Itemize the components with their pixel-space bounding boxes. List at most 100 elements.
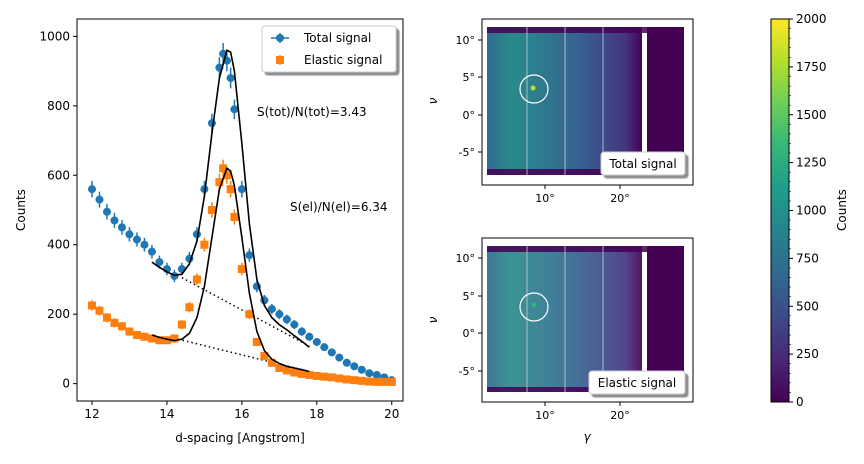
main-xtick-label: 16 — [234, 407, 249, 421]
heatmap-elastic-top-edge — [487, 246, 684, 252]
main-xtick-label: 14 — [159, 407, 174, 421]
elastic-point — [365, 377, 374, 386]
elastic-snr-annotation: S(el)/N(el)=6.34 — [290, 200, 388, 214]
main-plot-data — [87, 43, 396, 386]
heatmap-total-bottom-edge — [487, 169, 684, 175]
legend-entry-total: Total signal — [271, 31, 371, 45]
total-point — [132, 232, 141, 247]
heatmap-total-top-edge — [487, 27, 684, 33]
elastic-point — [125, 327, 134, 336]
heatmap-elastic-ticks — [478, 257, 621, 406]
main-ytick-label: 400 — [47, 238, 70, 252]
elastic-point — [372, 377, 381, 386]
colorbar-tick-label: 1750 — [796, 60, 827, 74]
heatmap-total-image-right — [647, 27, 684, 175]
elastic-point — [226, 180, 235, 198]
elastic-point — [87, 300, 96, 311]
colorbar-ticks: 2000 1750 1500 1250 1000 750 500 250 0 — [789, 12, 827, 409]
total-point — [140, 237, 149, 252]
elastic-point — [342, 375, 351, 384]
colorbar-tick-label: 500 — [796, 299, 819, 313]
heatmap-total-label-box — [600, 151, 686, 176]
elastic-point — [380, 377, 389, 386]
heatmap-elastic-bottom-edge — [487, 387, 684, 392]
colorbar-label: Counts — [835, 189, 849, 231]
heatmap-total-hotspot — [530, 85, 536, 91]
legend-total-marker — [276, 34, 284, 42]
main-ytick-label: 200 — [47, 307, 70, 321]
elastic-point — [207, 202, 216, 218]
heatmap-total-label: Total signal — [608, 157, 676, 171]
elastic-point — [132, 330, 141, 340]
main-xtick-label: 12 — [84, 407, 99, 421]
total-point — [267, 303, 276, 315]
legend-total-label: Total signal — [303, 31, 371, 45]
total-point — [357, 365, 366, 374]
total-point — [297, 327, 306, 336]
elastic-point — [327, 373, 336, 382]
colorbar-tick-label: 1000 — [796, 204, 827, 218]
heatmap-total-image — [487, 27, 642, 175]
colorbar-gradient — [770, 18, 790, 403]
total-point — [117, 219, 126, 235]
main-legend — [261, 25, 397, 73]
total-point — [110, 212, 119, 228]
heatmap-total-ytick-0: 10° — [456, 34, 476, 47]
heatmap-total-ticks — [478, 39, 621, 189]
total-point — [312, 337, 321, 346]
colorbar-tick-label: 0 — [796, 395, 804, 409]
heatmap-elastic-ytick-0: 10° — [456, 252, 476, 265]
heatmap-total-ytick-2: 0° — [463, 109, 476, 122]
main-xtick-label: 20 — [384, 407, 399, 421]
total-point — [147, 244, 156, 259]
total-point — [87, 180, 96, 198]
total-snr-annotation: S(tot)/N(tot)=3.43 — [257, 105, 367, 119]
legend-entry-elastic: Elastic signal — [276, 53, 382, 67]
elastic-point — [350, 376, 359, 385]
elastic-point — [245, 309, 254, 320]
heatmap-total-ytick-3: -5° — [459, 146, 475, 159]
main-ytick-label: 800 — [47, 99, 70, 113]
total-point — [335, 353, 344, 362]
heatmap-total-ytick-1: 5° — [463, 71, 476, 84]
heatmap-elastic-ytick-1: 5° — [463, 290, 476, 303]
total-point — [350, 362, 359, 371]
elastic-point — [102, 312, 111, 323]
elastic-point — [230, 209, 239, 225]
total-point — [320, 343, 329, 352]
heatmap-elastic-image — [487, 246, 642, 392]
heatmap-elastic-ytick-3: -5° — [459, 365, 475, 378]
elastic-point — [200, 237, 209, 252]
colorbar-tick-label: 250 — [796, 347, 819, 361]
elastic-point — [110, 318, 119, 328]
heatmap-elastic-hotspot — [531, 302, 537, 308]
main-ytick-label: 0 — [62, 377, 70, 391]
heatmap-elastic-xtick-0: 10° — [535, 409, 555, 422]
elastic-point — [237, 262, 246, 276]
main-plot-frame — [76, 18, 404, 402]
heatmap-total-ylabel: ν — [426, 97, 440, 104]
heatmap-elastic-image-right — [647, 246, 684, 392]
heatmap-total-xtick-0: 10° — [535, 192, 555, 205]
main-xtick-label: 18 — [309, 407, 324, 421]
elastic-point — [282, 366, 291, 375]
total-point — [226, 67, 235, 89]
total-point — [282, 314, 291, 325]
colorbar-tick-label: 2000 — [796, 12, 827, 26]
elastic-point — [252, 337, 261, 346]
legend-elastic-marker — [276, 56, 284, 64]
elastic-point — [192, 273, 201, 286]
fit-elastic-curve — [151, 167, 310, 373]
elastic-point — [117, 321, 126, 331]
total-point — [275, 309, 284, 320]
heatmap-elastic-label: Elastic signal — [598, 376, 676, 390]
total-point — [245, 248, 254, 262]
heatmap-elastic-xtick-1: 20° — [610, 409, 630, 422]
elastic-point — [357, 376, 366, 385]
total-point — [95, 191, 104, 208]
elastic-point — [185, 302, 194, 313]
elastic-point — [305, 370, 314, 379]
heatmap-elastic: 10° 5° 0° -5° 10° 20° ν γ Elastic signal — [426, 237, 694, 444]
